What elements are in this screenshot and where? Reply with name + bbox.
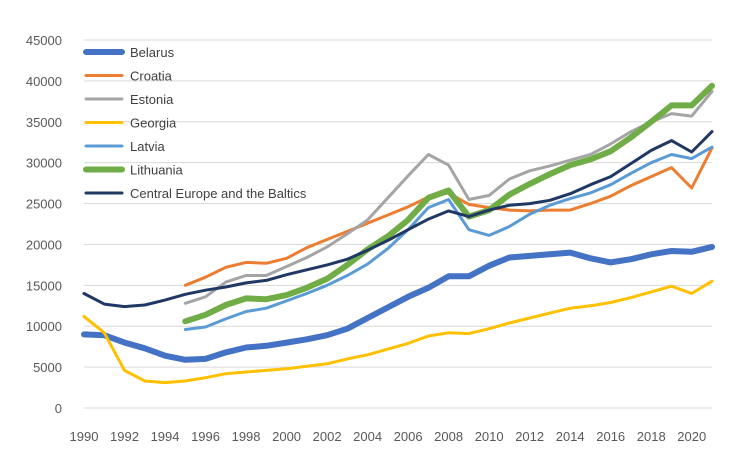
y-tick-label: 40000 — [26, 74, 62, 89]
y-tick-label: 45000 — [26, 33, 62, 48]
legend-label: Croatia — [130, 69, 173, 84]
x-tick-label: 2008 — [434, 429, 463, 444]
x-tick-label: 2018 — [637, 429, 666, 444]
y-tick-label: 5000 — [33, 360, 62, 375]
x-tick-label: 2020 — [677, 429, 706, 444]
series-line-latvia — [183, 145, 714, 331]
legend-label: Lithuania — [130, 163, 184, 178]
legend-label: Latvia — [130, 139, 165, 154]
series-lines — [81, 82, 715, 385]
y-tick-label: 10000 — [26, 319, 62, 334]
legend-label: Georgia — [130, 116, 177, 131]
series-line-lithuania — [182, 82, 715, 325]
x-tick-label: 2010 — [475, 429, 504, 444]
y-axis-ticks: 0 5000 10000 15000 20000 25000 30000 35000 40000… — [26, 33, 62, 416]
x-tick-label: 2006 — [394, 429, 423, 444]
x-tick-label: 2004 — [353, 429, 382, 444]
x-tick-label: 2012 — [515, 429, 544, 444]
legend-label: Estonia — [130, 92, 174, 107]
x-tick-label: 1994 — [151, 429, 180, 444]
y-tick-label: 30000 — [26, 156, 62, 171]
gridlines — [84, 39, 712, 409]
x-tick-label: 2002 — [313, 429, 342, 444]
series-line-belarus — [81, 243, 715, 363]
x-tick-label: 2000 — [272, 429, 301, 444]
x-tick-label: 1990 — [70, 429, 99, 444]
x-tick-label: 1998 — [232, 429, 261, 444]
y-tick-label: 25000 — [26, 197, 62, 212]
x-tick-label: 2014 — [556, 429, 585, 444]
x-tick-label: 1992 — [110, 429, 139, 444]
series-line-croatia — [183, 146, 714, 287]
legend-label: Central Europe and the Baltics — [130, 186, 307, 201]
legend-label: Belarus — [130, 45, 175, 60]
x-tick-label: 2016 — [596, 429, 625, 444]
series-line-central-europe-and-the-baltics — [82, 130, 714, 309]
y-tick-label: 35000 — [26, 115, 62, 130]
series-line-georgia — [82, 279, 714, 385]
legend: Belarus Croatia Estonia Georgia Latvia Lithua… — [83, 45, 307, 201]
series-line-estonia — [183, 90, 714, 305]
x-axis-ticks: 1990 1992 1994 1996 1998 2000 2002 2004 2006 2008… — [70, 429, 707, 444]
y-tick-label: 15000 — [26, 278, 62, 293]
y-tick-label: 20000 — [26, 237, 62, 252]
y-tick-label: 0 — [55, 401, 62, 416]
x-tick-label: 1996 — [191, 429, 220, 444]
